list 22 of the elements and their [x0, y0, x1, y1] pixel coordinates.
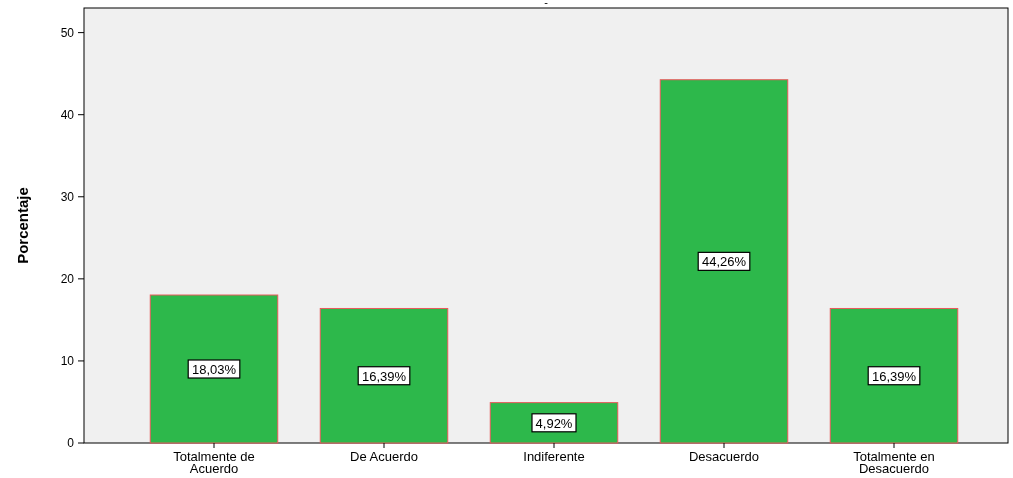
data-label: 16,39%	[361, 368, 407, 384]
data-label: 18,03%	[191, 362, 237, 378]
y-tick-label: 40	[60, 107, 75, 122]
data-label: 44,26%	[701, 254, 747, 270]
data-label: 4,92%	[535, 415, 573, 431]
x-tick-label: Desacuerdo	[688, 449, 760, 464]
x-tick-label: Totalmente en Desacuerdo	[853, 449, 935, 476]
chart-title: -	[544, 0, 549, 8]
bar	[659, 79, 789, 444]
y-tick-label: 50	[60, 25, 75, 40]
y-tick-label: 10	[60, 353, 75, 368]
x-tick-label: Totalmente de Acuerdo	[173, 449, 255, 476]
bar	[829, 307, 959, 444]
y-tick-label: 0	[67, 436, 75, 450]
data-label: 16,39%	[871, 368, 917, 384]
y-tick-label: 30	[60, 189, 75, 204]
y-tick-label: 20	[60, 271, 75, 286]
bar	[149, 294, 279, 444]
x-tick-label: De Acuerdo	[350, 449, 418, 464]
y-axis-title: Porcentaje	[14, 187, 31, 264]
x-tick-label: Indiferente	[523, 449, 585, 464]
bar	[319, 307, 449, 444]
